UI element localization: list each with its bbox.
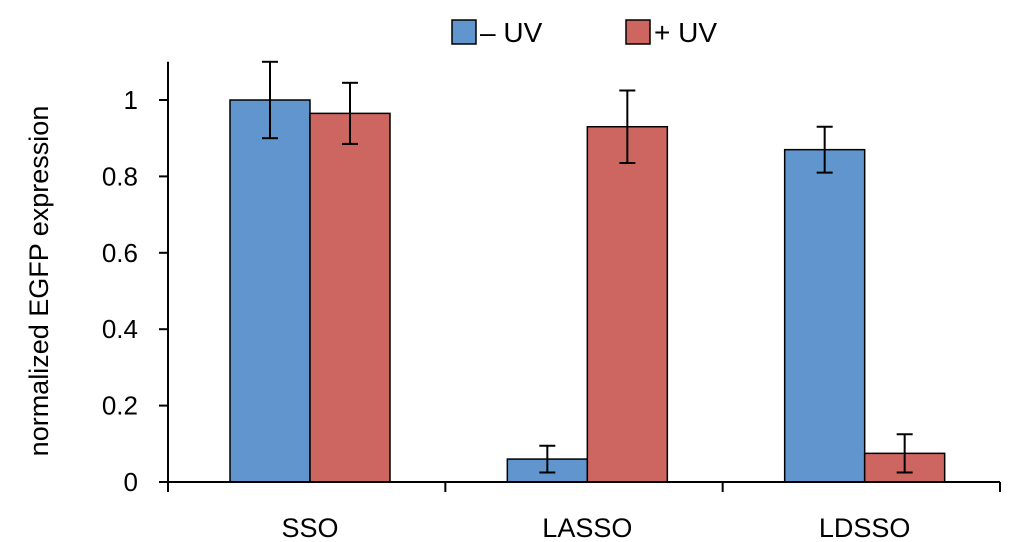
y-tick-label: 0.8 (102, 161, 138, 191)
x-tick-label-lasso: LASSO (542, 513, 632, 542)
y-tick-label: 0.4 (102, 314, 138, 344)
legend-label: + UV (654, 17, 717, 48)
x-tick-label-sso: SSO (281, 513, 338, 542)
legend: – UV + UV (451, 17, 717, 48)
errorbar-lasso-series-0 (539, 444, 556, 474)
y-tick-label: 0.2 (102, 391, 138, 421)
y-tick-label: 0.6 (102, 238, 138, 268)
y-tick-label: 1 (124, 85, 138, 115)
bar-sso-series-0 (229, 99, 311, 483)
bars-layer (229, 99, 946, 483)
y-axis-label: normalized EGFP expression (24, 106, 54, 457)
bar-lasso-series-1 (586, 125, 669, 483)
y-tick-label: 0 (124, 467, 138, 497)
errorbars-layer (262, 60, 913, 474)
errorbar-sso-series-0 (262, 60, 278, 140)
errorbar-ldsso-series-1 (896, 433, 913, 474)
legend-label: – UV (480, 17, 543, 48)
bar-sso-series-1 (309, 112, 391, 483)
errorbar-sso-series-1 (342, 81, 358, 145)
x-tick-label-ldsso: LDSSO (819, 513, 911, 542)
errorbar-lasso-series-1 (619, 89, 636, 165)
bar-ldsso-series-0 (783, 148, 866, 483)
legend-item-0: – UV (451, 17, 543, 48)
errorbar-ldsso-series-0 (816, 125, 833, 174)
legend-item-1: + UV (625, 17, 717, 48)
legend-swatch (625, 19, 651, 45)
legend-swatch (451, 19, 477, 45)
axes-layer: SSO LASSO LDSSO 0 0.2 0.4 0.6 0.8 1 (102, 61, 1001, 542)
